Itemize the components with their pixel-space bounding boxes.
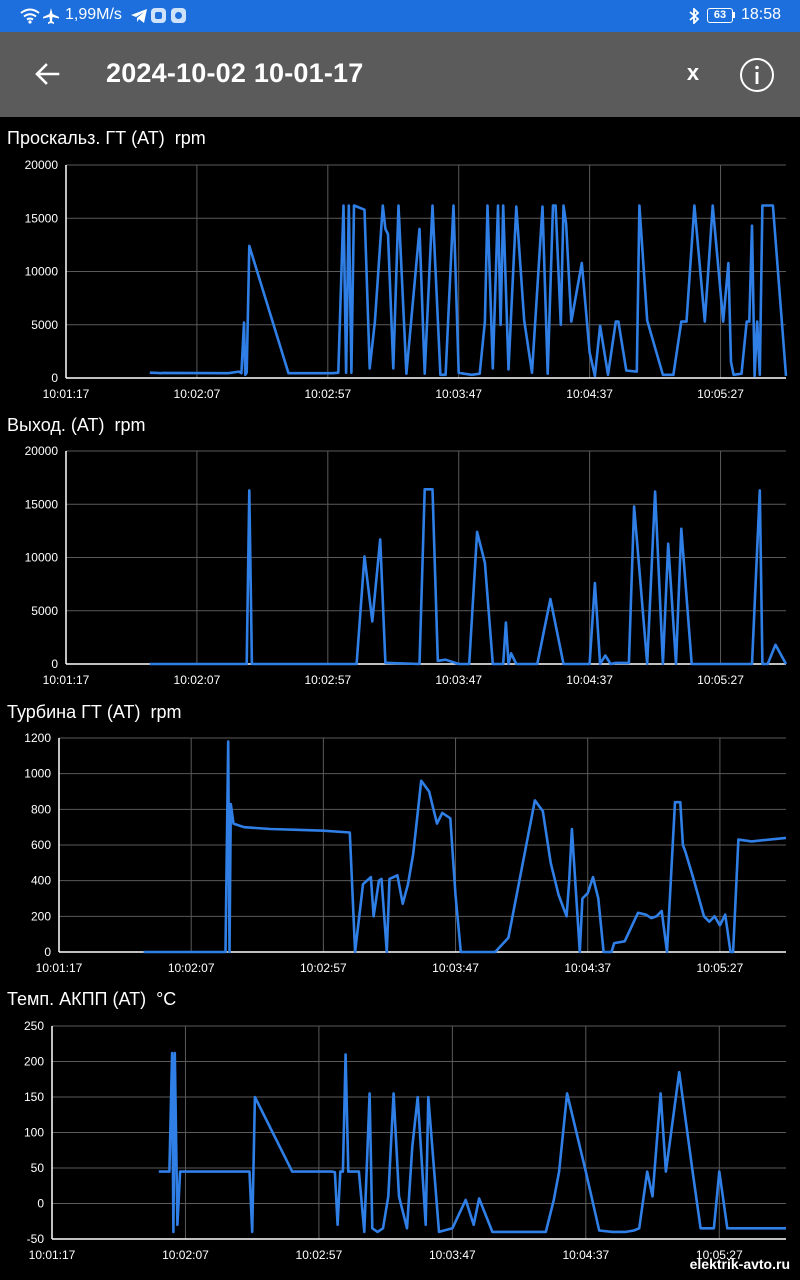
y-tick-label: -50 [27, 1232, 45, 1246]
network-speed: 1,99M/s [65, 6, 122, 23]
telegram-icon [131, 9, 147, 23]
chart-title-text: Темп. АКПП (АТ) [7, 989, 147, 1009]
app-notification-icon-2 [171, 8, 186, 23]
x-tick-label: 10:02:07 [162, 1248, 209, 1262]
chart-panel-slip: Проскальз. ГТ (АТ) rpm 20000 15000 10000 50… [0, 128, 800, 408]
chart-title: Темп. АКПП (АТ) °C [7, 989, 176, 1010]
chart-unit: °C [156, 989, 177, 1009]
chart-panel-turbine: Турбина ГТ (АТ) rpm 1200 1000 800 600 400 200… [0, 702, 800, 982]
y-tick-label: 1000 [24, 767, 51, 781]
x-tick-label: 10:03:47 [435, 673, 482, 687]
x-tick-label: 10:02:07 [174, 387, 221, 401]
y-tick-label: 5000 [31, 318, 58, 332]
x-tick-label: 10:03:47 [429, 1248, 476, 1262]
close-button[interactable]: x [686, 60, 700, 85]
chart-title-text: Выход. (АТ) [7, 415, 105, 435]
back-button[interactable] [28, 54, 68, 94]
clock: 18:58 [741, 6, 782, 23]
battery-tip [733, 12, 735, 18]
x-tick-label: 10:04:37 [562, 1248, 609, 1262]
y-tick-label: 200 [31, 909, 51, 923]
y-tick-label: 50 [31, 1161, 45, 1175]
x-tick-label: 10:02:57 [304, 387, 351, 401]
y-tick-label: 20000 [25, 444, 59, 458]
series-line [143, 740, 787, 954]
y-tick-label: 150 [24, 1090, 44, 1104]
y-tick-label: 15000 [25, 497, 59, 511]
y-tick-label: 100 [24, 1126, 44, 1140]
x-tick-label: 10:02:07 [168, 961, 215, 975]
x-tick-label: 10:01:17 [36, 961, 83, 975]
chart-unit: rpm [174, 128, 206, 148]
chart-output: 20000 15000 10000 5000 0 10:01:17 10:02:07 10:0… [25, 444, 788, 687]
battery-level: 63 [713, 9, 727, 21]
app-notification-icon [151, 8, 166, 23]
x-tick-label: 10:05:27 [697, 673, 744, 687]
chart-title-text: Проскальз. ГТ (АТ) [7, 128, 165, 148]
series-line [149, 204, 788, 378]
watermark: elektrik-avto.ru [689, 1256, 790, 1272]
airplane-icon [43, 8, 59, 24]
x-tick-label: 10:01:17 [43, 673, 90, 687]
x-tick-label: 10:04:37 [566, 387, 613, 401]
info-button[interactable] [739, 57, 774, 92]
x-tick-label: 10:04:37 [566, 673, 613, 687]
chart-title: Выход. (АТ) rpm [7, 415, 145, 436]
bluetooth-icon [689, 8, 700, 24]
y-tick-label: 10000 [25, 551, 59, 565]
x-tick-label: 10:03:47 [435, 387, 482, 401]
battery-indicator: 63 [707, 8, 733, 23]
chart-temperature: 250 200 150 100 50 0 -50 10:01:17 10:02:07 10:02:… [24, 1019, 786, 1262]
info-icon [740, 58, 774, 92]
x-tick-label: 10:04:37 [564, 961, 611, 975]
x-tick-label: 10:05:27 [696, 1248, 743, 1262]
x-tick-label: 10:02:07 [174, 673, 221, 687]
y-tick-label: 0 [37, 1197, 44, 1211]
x-tick-label: 10:02:57 [304, 673, 351, 687]
y-tick-label: 5000 [31, 604, 58, 618]
y-tick-label: 20000 [25, 158, 59, 172]
wifi-icon [20, 8, 40, 24]
y-tick-label: 0 [51, 657, 58, 671]
chart-panel-output: Выход. (АТ) rpm 20000 15000 10000 5000 0 10:0… [0, 415, 800, 695]
y-tick-label: 1200 [24, 731, 51, 745]
app-bar: 2024-10-02 10-01-17 x [0, 32, 800, 117]
chart-turbine: 1200 1000 800 600 400 200 0 10:01:17 10:02:07 10:… [24, 731, 787, 975]
page-title: 2024-10-02 10-01-17 [106, 58, 364, 88]
series-line [158, 1051, 786, 1234]
x-tick-label: 10:05:27 [697, 961, 744, 975]
x-tick-label: 10:01:17 [43, 387, 90, 401]
y-tick-label: 250 [24, 1019, 44, 1033]
y-tick-label: 400 [31, 874, 51, 888]
x-tick-label: 10:03:47 [432, 961, 479, 975]
chart-title-text: Турбина ГТ (АТ) [7, 702, 141, 722]
y-tick-label: 600 [31, 838, 51, 852]
y-tick-label: 800 [31, 802, 51, 816]
x-tick-label: 10:05:27 [697, 387, 744, 401]
chart-unit: rpm [150, 702, 182, 722]
chart-unit: rpm [114, 415, 146, 435]
chart-title: Турбина ГТ (АТ) rpm [7, 702, 181, 723]
back-arrow-icon [35, 63, 60, 85]
x-tick-label: 10:01:17 [29, 1248, 76, 1262]
series-line [149, 487, 788, 666]
y-tick-label: 0 [51, 371, 58, 385]
x-tick-label: 10:02:57 [300, 961, 347, 975]
x-tick-label: 10:02:57 [296, 1248, 343, 1262]
y-tick-label: 15000 [25, 211, 59, 225]
status-bar: 1,99M/s 63 18:58 [0, 0, 800, 32]
y-tick-label: 200 [24, 1055, 44, 1069]
y-tick-label: 0 [44, 945, 51, 959]
chart-panel-temperature: Темп. АКПП (АТ) °C 250 200 150 100 50 0 -50 10:… [0, 989, 800, 1269]
y-tick-label: 10000 [25, 265, 59, 279]
chart-title: Проскальз. ГТ (АТ) rpm [7, 128, 206, 149]
chart-slip: 20000 15000 10000 5000 0 10:01:17 10:02:07 10:0… [25, 158, 788, 401]
